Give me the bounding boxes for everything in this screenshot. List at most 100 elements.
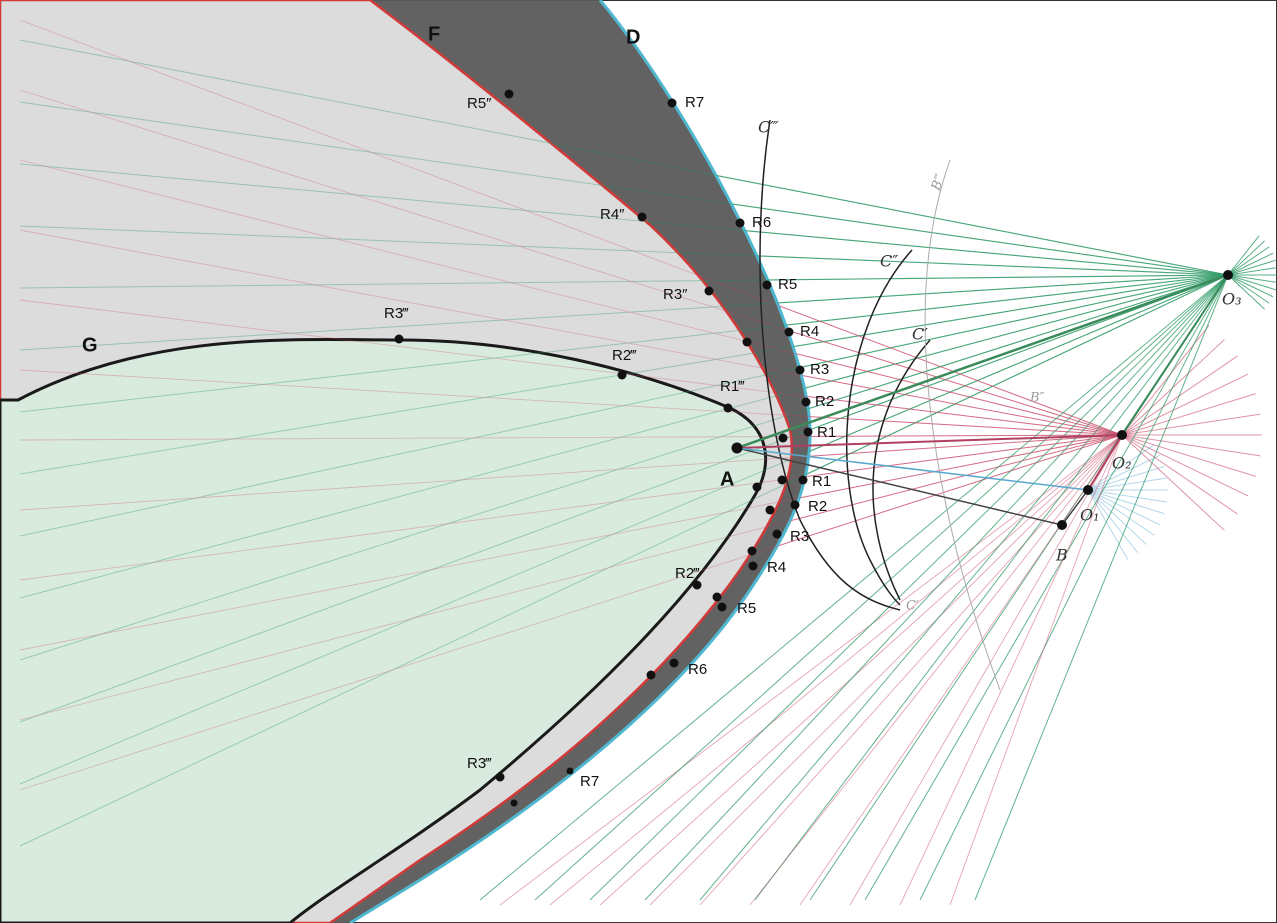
ray	[754, 274, 1229, 901]
ray	[19, 274, 1229, 723]
dot	[669, 658, 679, 668]
ray	[974, 274, 1229, 901]
ray	[1227, 274, 1277, 283]
point-label: R4″	[600, 206, 625, 223]
segment-o2o3	[1121, 274, 1229, 436]
dot	[566, 767, 574, 775]
ray	[699, 274, 1229, 901]
point-label: R3‴	[384, 305, 409, 322]
dot	[762, 280, 772, 290]
point-label: R5″	[467, 95, 492, 112]
ray	[1227, 235, 1260, 276]
dot	[765, 505, 775, 515]
point-label: R5	[737, 600, 756, 617]
dot	[704, 286, 714, 296]
segment-ao1	[736, 447, 1089, 491]
ray	[534, 274, 1229, 901]
segment-ao2	[736, 434, 1123, 449]
ray	[19, 19, 1123, 436]
point-label: R2	[808, 498, 827, 515]
arc-c1	[872, 339, 931, 601]
curve-d	[349, 0, 812, 923]
ray	[1121, 393, 1256, 436]
curve-label: F	[428, 23, 440, 45]
point-label: R2‴	[675, 565, 700, 582]
dot	[747, 546, 757, 556]
point-label: R1	[817, 424, 836, 441]
ray	[1227, 259, 1276, 276]
dot	[667, 98, 677, 108]
dot	[790, 500, 800, 510]
arc-c2	[845, 249, 913, 606]
ray	[599, 434, 1123, 906]
ray	[1087, 489, 1139, 553]
ray	[1227, 274, 1274, 298]
ray	[19, 274, 1229, 847]
point-label: R1‴	[720, 378, 745, 395]
mark-label: B‴	[929, 172, 949, 194]
ray	[19, 225, 1229, 276]
ray	[19, 159, 1123, 436]
center-label: O₂	[1112, 454, 1132, 473]
ray	[19, 274, 1229, 413]
curve-label: G	[82, 334, 98, 356]
arc-label: C′	[912, 325, 928, 344]
ray	[1227, 274, 1276, 291]
ray	[19, 274, 1229, 351]
curve-label: D	[626, 26, 640, 48]
ray	[1121, 434, 1238, 515]
dot	[772, 529, 782, 539]
ray	[864, 274, 1229, 901]
ray	[1087, 477, 1168, 491]
dot	[617, 370, 627, 380]
arc-label: C′	[906, 599, 919, 614]
dot	[748, 561, 758, 571]
arc-label: C‴	[758, 118, 779, 137]
dot	[723, 403, 733, 413]
segment-ao3	[736, 273, 1229, 450]
ray	[1227, 246, 1270, 276]
ray	[1121, 434, 1261, 457]
dot	[777, 475, 787, 485]
ray	[1087, 454, 1161, 491]
dots	[394, 89, 1233, 807]
ray	[19, 274, 1229, 661]
ray	[749, 434, 1123, 906]
ray	[1087, 489, 1129, 560]
segment-bo1	[1061, 489, 1089, 526]
ray	[1227, 274, 1265, 310]
point-label: R6	[752, 214, 771, 231]
ray	[19, 229, 1123, 436]
ray	[919, 274, 1229, 901]
ray	[19, 101, 1229, 276]
dot	[717, 602, 727, 612]
ray	[19, 163, 1229, 276]
dot	[712, 592, 722, 602]
ray	[649, 434, 1123, 906]
dot	[1117, 430, 1127, 440]
dot	[742, 337, 752, 347]
ray	[799, 434, 1123, 906]
point-label: R6	[688, 661, 707, 678]
point-label: R3	[810, 361, 829, 378]
point-label: R2‴	[612, 347, 637, 364]
ray	[19, 274, 1229, 599]
dot	[798, 475, 808, 485]
ray	[899, 434, 1123, 906]
dot	[504, 89, 514, 99]
labels: F D G A R7 R5″ R6 R4″ R5 R3″ R4 R3‴ R2‴ …	[82, 23, 1242, 790]
dot	[646, 670, 656, 680]
ray	[19, 434, 1123, 581]
dot	[1083, 485, 1093, 495]
arc-c3	[759, 119, 901, 611]
dot	[692, 580, 702, 590]
ray	[1227, 267, 1277, 276]
ray	[1121, 434, 1249, 497]
ray	[499, 434, 1123, 906]
ray	[1227, 240, 1265, 276]
ray	[19, 434, 1123, 441]
center-label: B	[1055, 546, 1068, 565]
point-label: R4	[767, 559, 786, 576]
